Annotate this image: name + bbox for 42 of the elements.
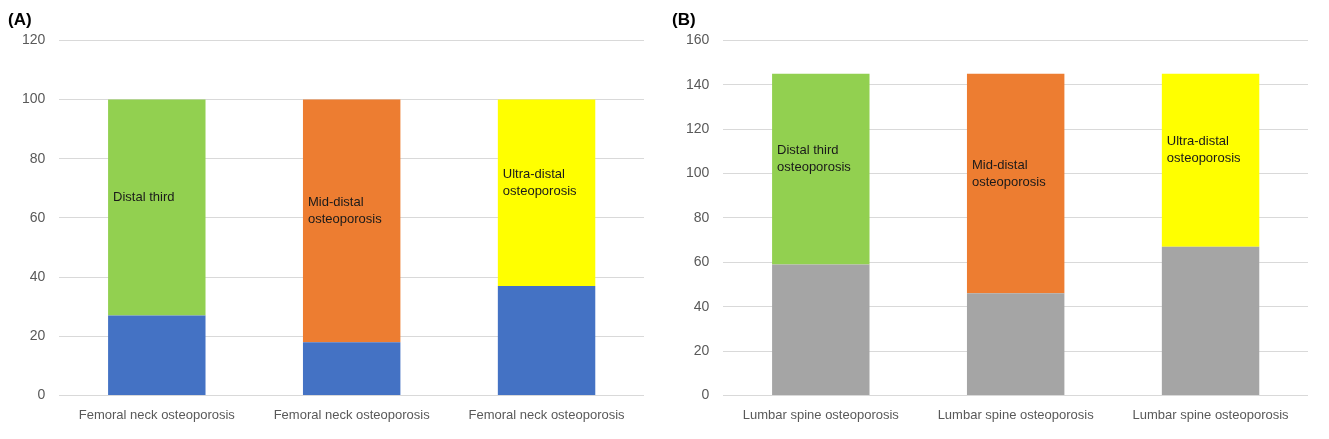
chart-title: (B) bbox=[672, 9, 696, 29]
y-tick-label: 40 bbox=[29, 267, 46, 284]
y-tick-label: 100 bbox=[686, 164, 710, 181]
chart-title: (A) bbox=[8, 9, 32, 29]
x-tick-label: Femoral neck osteoporosis bbox=[78, 406, 236, 422]
x-tick-label: Femoral neck osteoporosis bbox=[273, 406, 431, 422]
y-tick-label: 20 bbox=[693, 341, 710, 358]
bar bbox=[108, 315, 206, 395]
bar bbox=[772, 73, 870, 265]
y-tick-label: 160 bbox=[686, 31, 710, 48]
y-tick-label: 20 bbox=[29, 327, 46, 344]
series-label: Mid-distal osteoporosis bbox=[307, 193, 383, 226]
series-label: Mid-distal osteoporosis bbox=[971, 156, 1047, 189]
bar bbox=[772, 264, 870, 395]
y-tick-label: 80 bbox=[693, 208, 710, 225]
x-tick-label: Lumbar spine osteoporosis bbox=[1132, 406, 1290, 422]
bar bbox=[302, 99, 401, 343]
x-tick-label: Lumbar spine osteoporosis bbox=[742, 406, 900, 422]
y-tick-label: 120 bbox=[686, 120, 710, 137]
y-tick-label: 60 bbox=[29, 208, 46, 225]
bar bbox=[497, 285, 596, 395]
x-tick-label: Femoral neck osteoporosis bbox=[468, 406, 626, 422]
y-tick-label: 140 bbox=[686, 75, 710, 92]
bar bbox=[966, 73, 1065, 294]
series-label: Distal third osteoporosis bbox=[777, 142, 852, 175]
y-tick-label: 0 bbox=[701, 386, 710, 403]
series-label: Ultra-distal osteoporosis bbox=[1166, 133, 1242, 166]
x-tick-label: Lumbar spine osteoporosis bbox=[937, 406, 1095, 422]
y-tick-label: 80 bbox=[29, 149, 46, 166]
series-label: Ultra-distal osteoporosis bbox=[502, 165, 578, 198]
bar bbox=[108, 99, 206, 316]
bar bbox=[1161, 246, 1260, 395]
y-tick-label: 0 bbox=[37, 386, 46, 403]
bar bbox=[497, 99, 596, 286]
y-tick-label: 100 bbox=[22, 90, 46, 107]
bar bbox=[302, 342, 401, 395]
bar bbox=[966, 293, 1065, 395]
y-tick-label: 120 bbox=[22, 31, 46, 48]
series-label: Distal third bbox=[113, 189, 175, 205]
y-tick-label: 60 bbox=[693, 253, 710, 270]
y-tick-label: 40 bbox=[693, 297, 710, 314]
bar bbox=[1161, 73, 1260, 247]
